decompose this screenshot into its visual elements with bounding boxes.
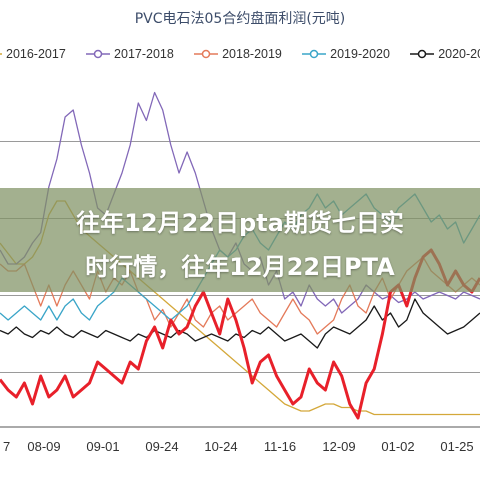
legend-swatch-icon bbox=[86, 49, 111, 59]
x-tick-label-10-24: 10-24 bbox=[204, 439, 238, 454]
x-axis-ticks: 7 08-09 09-01 09-24 10-24 11-16 12-09 01-02 01-2… bbox=[0, 439, 480, 459]
legend-label: 2018-2019 bbox=[222, 47, 282, 61]
legend-item-2019-2020: 2019-2020 bbox=[302, 47, 390, 61]
legend-swatch-icon bbox=[410, 49, 435, 59]
legend-label: 2019-2020 bbox=[330, 47, 390, 61]
x-tick-label-12-09: 12-09 bbox=[322, 439, 356, 454]
legend-label: 2016-2017 bbox=[6, 47, 66, 61]
legend-label: 2017-2018 bbox=[114, 47, 174, 61]
headline-banner bbox=[0, 188, 480, 292]
x-tick-label-09-01: 09-01 bbox=[86, 439, 120, 454]
x-tick-label-edge: 7 bbox=[3, 439, 11, 454]
chart-legend: 2016-2017 2017-2018 2018-2019 2019-2020 2020… bbox=[0, 44, 480, 64]
legend-item-2018-2019: 2018-2019 bbox=[194, 47, 282, 61]
legend-item-2020-2021: 2020-2021 bbox=[410, 47, 480, 61]
legend-label: 2020-2021 bbox=[438, 47, 480, 61]
x-tick-label-01-02: 01-02 bbox=[381, 439, 415, 454]
chart-title: PVC电石法05合约盘面利润(元吨) bbox=[134, 11, 346, 27]
headline-line-2: 时行情，往年12月22日PTA bbox=[85, 253, 395, 281]
legend-swatch-icon bbox=[194, 49, 219, 59]
legend-swatch-icon bbox=[302, 49, 327, 59]
x-tick-label-11-16: 11-16 bbox=[263, 439, 297, 454]
legend-item-2017-2018: 2017-2018 bbox=[86, 47, 174, 61]
x-tick-label-08-09: 08-09 bbox=[27, 439, 61, 454]
x-tick-label-01-25: 01-25 bbox=[440, 439, 474, 454]
headline-line-1: 往年12月22日pta期货七日实 bbox=[76, 209, 404, 237]
legend-item-2016-2017: 2016-2017 bbox=[0, 47, 66, 61]
x-tick-label-09-24: 09-24 bbox=[145, 439, 179, 454]
